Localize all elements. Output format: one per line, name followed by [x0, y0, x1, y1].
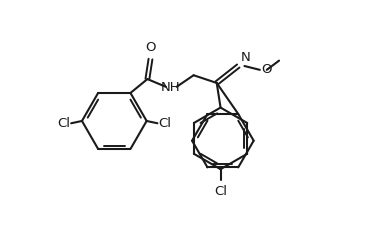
Text: N: N: [241, 51, 250, 64]
Text: NH: NH: [161, 81, 180, 94]
Text: O: O: [261, 63, 272, 76]
Text: Cl: Cl: [158, 117, 171, 130]
Text: Cl: Cl: [214, 185, 227, 198]
Text: O: O: [145, 41, 156, 54]
Text: Cl: Cl: [57, 117, 70, 130]
